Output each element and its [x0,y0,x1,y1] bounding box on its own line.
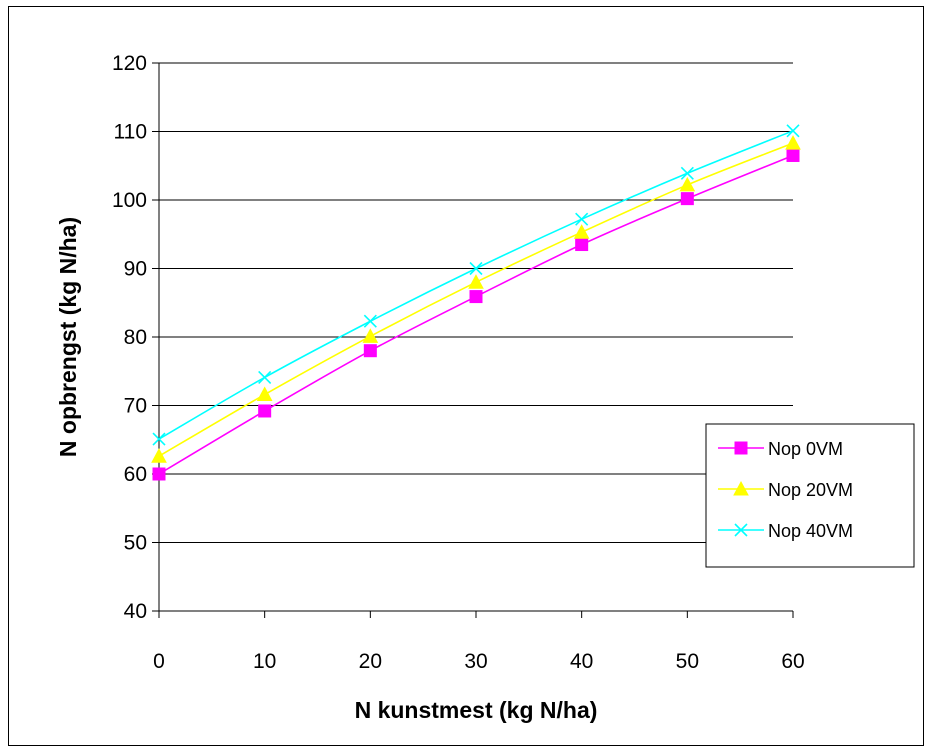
data-point [152,432,166,446]
x-tick-label: 40 [570,650,593,673]
y-tick-label: 70 [124,395,147,418]
legend-item: Nop 0VM [718,439,843,459]
y-tick-label: 60 [124,463,147,486]
legend-marker [734,441,748,455]
y-tick-label: 40 [124,600,147,623]
x-tick-label: 0 [153,650,165,673]
legend-label: Nop 40VM [768,521,853,541]
y-tick-label: 110 [114,121,147,144]
data-point [258,370,272,384]
series-1 [151,135,801,463]
data-point [786,124,800,138]
data-point [575,212,589,226]
data-point [469,290,483,304]
axes: 40 50 60 70 80 90 100 110 120 0 10 20 30 40 50 60 [112,52,805,673]
x-tick-label: 20 [359,650,382,673]
marker-stroke [363,314,377,328]
chart-frame [8,6,924,746]
data-point [468,274,484,289]
series-0 [152,148,800,481]
data-point [256,386,273,402]
y-tick-label: 90 [124,258,147,281]
data-point [363,314,377,328]
data-point [152,467,166,481]
x-tick-label: 10 [253,650,276,673]
x-axis-title: N kunstmest (kg N/ha) [355,697,598,723]
y-tick-label: 50 [124,532,147,555]
series-line [158,154,794,475]
marker-stroke [152,432,166,446]
y-axis-title: N opbrengst (kg N/ha) [55,217,81,457]
data-point [575,238,589,252]
marker-stroke [575,212,589,226]
x-tick-label: 50 [676,650,699,673]
data-point [573,224,590,239]
legend-item: Nop 40VM [718,521,853,541]
x-tick-label: 30 [464,650,487,673]
data-point [362,328,379,343]
y-tick-label: 80 [124,326,147,349]
series-group [151,124,801,481]
marker-stroke [786,124,800,138]
data-point [258,404,272,418]
y-tick-label: 120 [112,52,147,75]
marker-stroke [680,166,694,180]
legend-marker [733,480,749,496]
data-point [680,166,694,180]
marker-stroke [258,370,272,384]
x-tick-label: 60 [781,650,804,673]
legend-marker [734,523,748,537]
legend-label: Nop 0VM [768,439,843,459]
data-point [786,148,800,162]
data-point [469,261,483,276]
series-2 [152,124,800,446]
data-point [785,135,801,150]
legend: Nop 0VM Nop 20VM Nop 40VM [705,423,915,568]
data-point [679,176,696,192]
data-point [363,344,377,358]
marker-stroke [734,523,748,537]
legend-item: Nop 20VM [718,480,853,500]
y-tick-label: 100 [112,189,147,212]
marker-stroke [469,261,483,276]
legend-label: Nop 20VM [768,480,853,500]
data-point [151,448,167,463]
data-point [680,192,694,206]
